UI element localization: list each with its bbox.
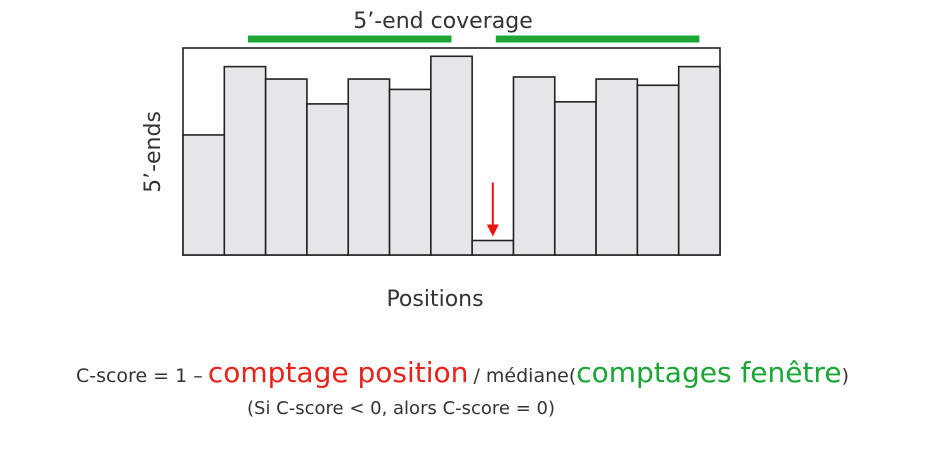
highlight-arrow bbox=[486, 182, 499, 237]
bar-4 bbox=[306, 103, 350, 256]
formula-divider: / médiane( bbox=[473, 365, 577, 387]
bar-2 bbox=[223, 65, 267, 256]
formula-prefix: C-score = 1 – bbox=[75, 365, 203, 387]
formula-note: (Si C-score < 0, alors C-score = 0) bbox=[247, 398, 555, 419]
bar-3 bbox=[264, 78, 308, 256]
bar-9 bbox=[512, 76, 556, 256]
arrow-head bbox=[486, 224, 499, 237]
bar-10 bbox=[553, 101, 597, 256]
formula-position-count: comptage position bbox=[207, 356, 469, 389]
formula-suffix: ) bbox=[841, 365, 850, 387]
bars bbox=[182, 55, 721, 256]
bar-12 bbox=[636, 84, 680, 256]
bar-1 bbox=[182, 134, 226, 256]
coverage-chart: 5’-end coverage 5’-ends Positions bbox=[141, 9, 721, 312]
x-axis-label: Positions bbox=[386, 287, 483, 312]
y-axis-label: 5’-ends bbox=[141, 111, 166, 193]
bar-11 bbox=[595, 78, 639, 256]
formula-window-counts: comptages fenêtre bbox=[576, 356, 842, 389]
bar-13 bbox=[677, 65, 721, 256]
chart-title: 5’-end coverage bbox=[353, 9, 533, 34]
bar-6 bbox=[388, 88, 432, 256]
bar-7 bbox=[430, 55, 473, 256]
c-score-formula: C-score = 1 – comptage position / médian… bbox=[0, 356, 925, 389]
bar-5 bbox=[347, 78, 391, 256]
bar-8 bbox=[471, 239, 515, 256]
